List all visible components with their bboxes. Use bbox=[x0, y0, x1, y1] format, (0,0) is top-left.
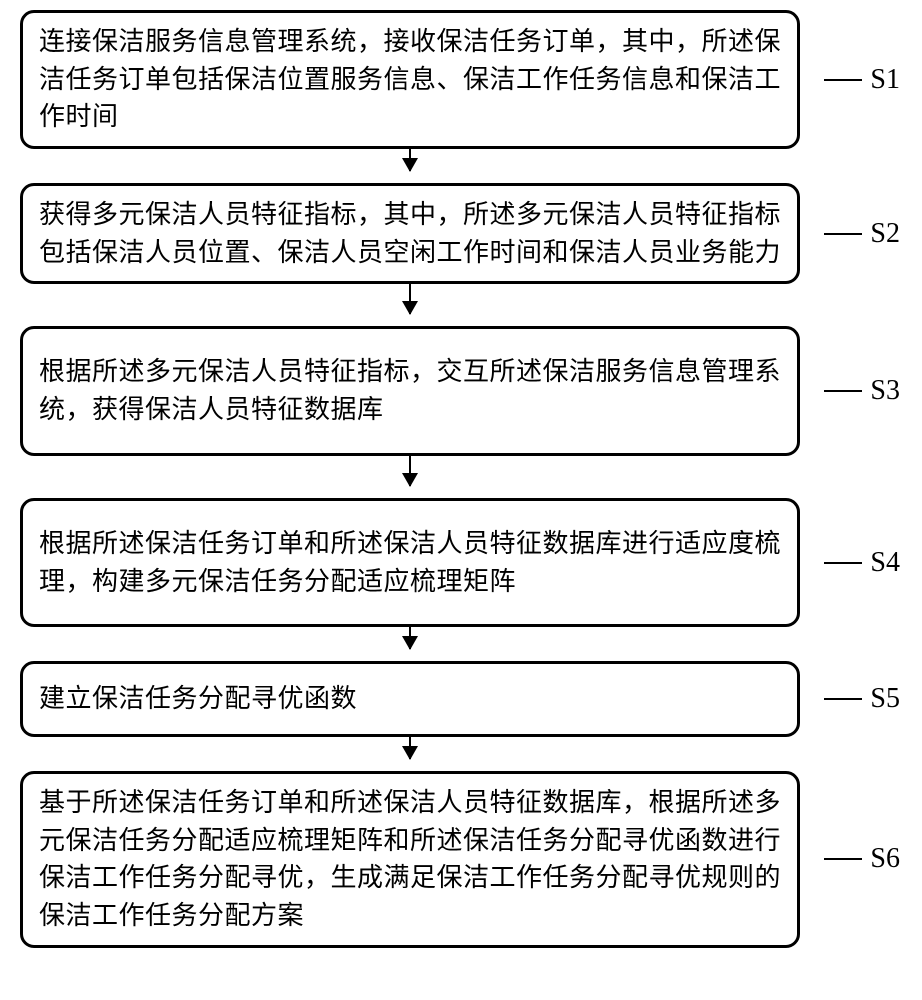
arrow-down-icon bbox=[409, 149, 411, 171]
flowchart-step-row: 建立保洁任务分配寻优函数 S5 bbox=[20, 661, 900, 737]
arrow-down-icon bbox=[409, 284, 411, 314]
flowchart-step-row: 基于所述保洁任务订单和所述保洁人员特征数据库，根据所述多元保洁任务分配适应梳理矩… bbox=[20, 771, 900, 948]
connector-line bbox=[824, 390, 862, 392]
step-label: S6 bbox=[870, 843, 900, 875]
flowchart-step-box: 建立保洁任务分配寻优函数 bbox=[20, 661, 800, 737]
arrow-wrap bbox=[20, 737, 800, 771]
flowchart-label-col: S3 bbox=[800, 375, 900, 407]
flowchart-label-col: S4 bbox=[800, 547, 900, 579]
flowchart-step-box: 获得多元保洁人员特征指标，其中，所述多元保洁人员特征指标包括保洁人员位置、保洁人… bbox=[20, 183, 800, 284]
connector-line bbox=[824, 562, 862, 564]
arrow-wrap bbox=[20, 149, 800, 183]
arrow-down-icon bbox=[409, 737, 411, 759]
connector-line bbox=[824, 79, 862, 81]
flowchart-label-col: S2 bbox=[800, 218, 900, 250]
flowchart-step-row: 获得多元保洁人员特征指标，其中，所述多元保洁人员特征指标包括保洁人员位置、保洁人… bbox=[20, 183, 900, 284]
flowchart-step-box: 根据所述多元保洁人员特征指标，交互所述保洁服务信息管理系统，获得保洁人员特征数据… bbox=[20, 326, 800, 455]
connector-line bbox=[824, 233, 862, 235]
flowchart-container: 连接保洁服务信息管理系统，接收保洁任务订单，其中，所述保洁任务订单包括保洁位置服… bbox=[20, 10, 900, 948]
flowchart-step-box: 根据所述保洁任务订单和所述保洁人员特征数据库进行适应度梳理，构建多元保洁任务分配… bbox=[20, 498, 800, 627]
step-label: S3 bbox=[870, 375, 900, 407]
flowchart-step-row: 根据所述保洁任务订单和所述保洁人员特征数据库进行适应度梳理，构建多元保洁任务分配… bbox=[20, 498, 900, 627]
connector-line bbox=[824, 858, 862, 860]
step-label: S1 bbox=[870, 64, 900, 96]
flowchart-label-col: S1 bbox=[800, 64, 900, 96]
connector-line bbox=[824, 698, 862, 700]
flowchart-step-box: 基于所述保洁任务订单和所述保洁人员特征数据库，根据所述多元保洁任务分配适应梳理矩… bbox=[20, 771, 800, 948]
step-label: S2 bbox=[870, 218, 900, 250]
flowchart-label-col: S6 bbox=[800, 843, 900, 875]
flowchart-step-row: 连接保洁服务信息管理系统，接收保洁任务订单，其中，所述保洁任务订单包括保洁位置服… bbox=[20, 10, 900, 149]
arrow-wrap bbox=[20, 627, 800, 661]
flowchart-label-col: S5 bbox=[800, 683, 900, 715]
arrow-wrap bbox=[20, 456, 800, 498]
arrow-down-icon bbox=[409, 627, 411, 649]
flowchart-step-box: 连接保洁服务信息管理系统，接收保洁任务订单，其中，所述保洁任务订单包括保洁位置服… bbox=[20, 10, 800, 149]
arrow-wrap bbox=[20, 284, 800, 326]
flowchart-step-row: 根据所述多元保洁人员特征指标，交互所述保洁服务信息管理系统，获得保洁人员特征数据… bbox=[20, 326, 900, 455]
arrow-down-icon bbox=[409, 456, 411, 486]
step-label: S5 bbox=[870, 683, 900, 715]
step-label: S4 bbox=[870, 547, 900, 579]
